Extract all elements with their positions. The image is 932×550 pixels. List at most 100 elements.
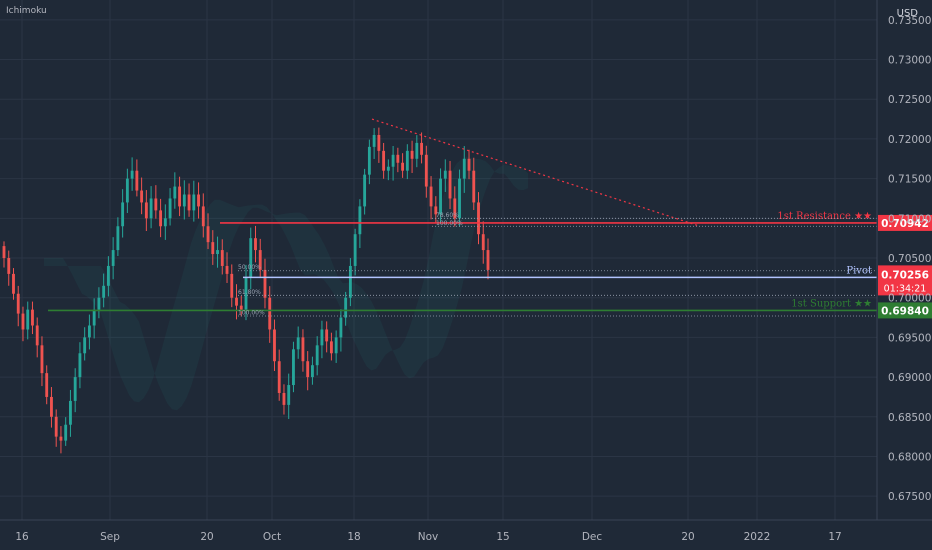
support-label: 1st Support ★★ bbox=[791, 298, 872, 309]
currency-label: USD bbox=[896, 8, 918, 19]
time-tick-label: Oct bbox=[263, 531, 281, 543]
candle-body bbox=[21, 313, 25, 330]
countdown-text: 01:34:21 bbox=[884, 283, 927, 294]
candle-body bbox=[405, 150, 409, 171]
candle-body bbox=[339, 317, 343, 338]
resistance-price-tag bbox=[878, 214, 932, 231]
candle-body bbox=[16, 293, 20, 314]
candle-body bbox=[386, 166, 390, 171]
time-tick-label: 20 bbox=[200, 531, 213, 543]
candle-body bbox=[197, 194, 200, 207]
cloud-area bbox=[44, 156, 528, 411]
time-tick-label: 20 bbox=[681, 531, 694, 543]
price-tick-label: 0.72500 bbox=[888, 94, 931, 106]
candle-body bbox=[130, 170, 134, 179]
candle-body bbox=[396, 154, 400, 163]
candle-body bbox=[201, 206, 205, 227]
candle-body bbox=[448, 170, 452, 199]
candle-body bbox=[315, 345, 319, 366]
time-tick-label: 2022 bbox=[744, 531, 771, 543]
candle-body bbox=[64, 424, 68, 441]
price-tick-label: 0.69000 bbox=[888, 372, 931, 384]
resistance-label: 1st Resistance ★★ bbox=[777, 211, 872, 222]
candle-body bbox=[211, 242, 215, 255]
candle-body bbox=[111, 250, 115, 266]
candle-body bbox=[230, 273, 234, 298]
candle-body bbox=[144, 202, 148, 219]
fib-label-lower: 50.00% bbox=[238, 264, 261, 271]
candle-body bbox=[258, 250, 262, 270]
candle-body bbox=[415, 142, 419, 159]
pivot-price-tag bbox=[878, 265, 932, 296]
price-tick-label: 0.71500 bbox=[888, 174, 931, 186]
candle-body bbox=[121, 202, 125, 227]
candle-body bbox=[367, 146, 371, 175]
candle-body bbox=[263, 269, 267, 298]
price-tick-label: 0.68000 bbox=[888, 451, 931, 463]
candle-body bbox=[206, 226, 210, 243]
candle-body bbox=[268, 297, 272, 330]
candle-body bbox=[273, 329, 276, 362]
candle-body bbox=[462, 158, 466, 179]
candle-body bbox=[149, 198, 153, 219]
candle-body bbox=[296, 337, 300, 350]
price-tick-label: 0.70000 bbox=[888, 293, 931, 305]
candle-body bbox=[102, 285, 106, 298]
candle-body bbox=[377, 134, 381, 151]
candle-body bbox=[125, 178, 129, 203]
candle-body bbox=[83, 337, 87, 354]
candle-body bbox=[358, 206, 362, 235]
candle-body bbox=[282, 392, 286, 405]
candle-body bbox=[391, 154, 395, 167]
candle-body bbox=[334, 337, 338, 354]
time-tick-label: 18 bbox=[347, 531, 360, 543]
candle-body bbox=[192, 194, 196, 211]
candle-body bbox=[116, 226, 120, 251]
candle-body bbox=[443, 170, 447, 179]
time-axis[interactable]: 16 Sep 20 Oct 18 Nov 15 Dec 20 2022 17 bbox=[0, 519, 932, 543]
candle-body bbox=[424, 154, 428, 187]
candle-body bbox=[453, 198, 457, 219]
candle-body bbox=[159, 210, 163, 227]
candle-body bbox=[277, 361, 281, 393]
candle-body bbox=[92, 309, 96, 326]
candle-body bbox=[154, 198, 158, 211]
price-tick-label: 0.71000 bbox=[888, 213, 931, 225]
time-tick-label: Dec bbox=[582, 531, 603, 543]
candle-body bbox=[287, 385, 291, 405]
price-axis[interactable]: 0.73500 0.73000 0.72500 0.72000 0.71500 0.710… bbox=[876, 0, 931, 520]
candle-body bbox=[401, 162, 405, 171]
price-tick-label: 0.70500 bbox=[888, 253, 931, 265]
candle-body bbox=[382, 150, 386, 171]
candle-body bbox=[54, 416, 58, 437]
candle-body bbox=[429, 186, 433, 207]
candle-body bbox=[40, 345, 44, 374]
candle-body bbox=[325, 329, 329, 342]
candle-body bbox=[220, 250, 224, 266]
price-tick-label: 0.72000 bbox=[888, 134, 931, 146]
indicator-label[interactable]: Ichimoku bbox=[6, 6, 47, 16]
candle-body bbox=[78, 353, 82, 378]
candle-body bbox=[163, 218, 167, 227]
candle-body bbox=[410, 150, 414, 159]
ichimoku-cloud bbox=[44, 156, 528, 411]
candle-body bbox=[235, 297, 238, 306]
time-tick-label: 17 bbox=[828, 531, 841, 543]
time-tick-label: Nov bbox=[418, 531, 439, 543]
candle-body bbox=[372, 134, 376, 147]
candle-body bbox=[458, 178, 461, 219]
candle-body bbox=[69, 400, 72, 425]
fib-label-lower: 61.80% bbox=[238, 289, 261, 296]
candle-body bbox=[97, 297, 101, 310]
time-tick-label: 15 bbox=[496, 531, 509, 543]
candle-body bbox=[477, 202, 480, 235]
candle-body bbox=[344, 297, 348, 318]
candlestick-series bbox=[2, 127, 490, 454]
support-price-text: 0.69840 bbox=[881, 305, 929, 317]
pivot-price-text: 0.70256 bbox=[881, 269, 929, 281]
candle-body bbox=[363, 174, 367, 207]
candle-body bbox=[306, 361, 310, 378]
fib-label-upper: 78.60% bbox=[436, 212, 459, 219]
